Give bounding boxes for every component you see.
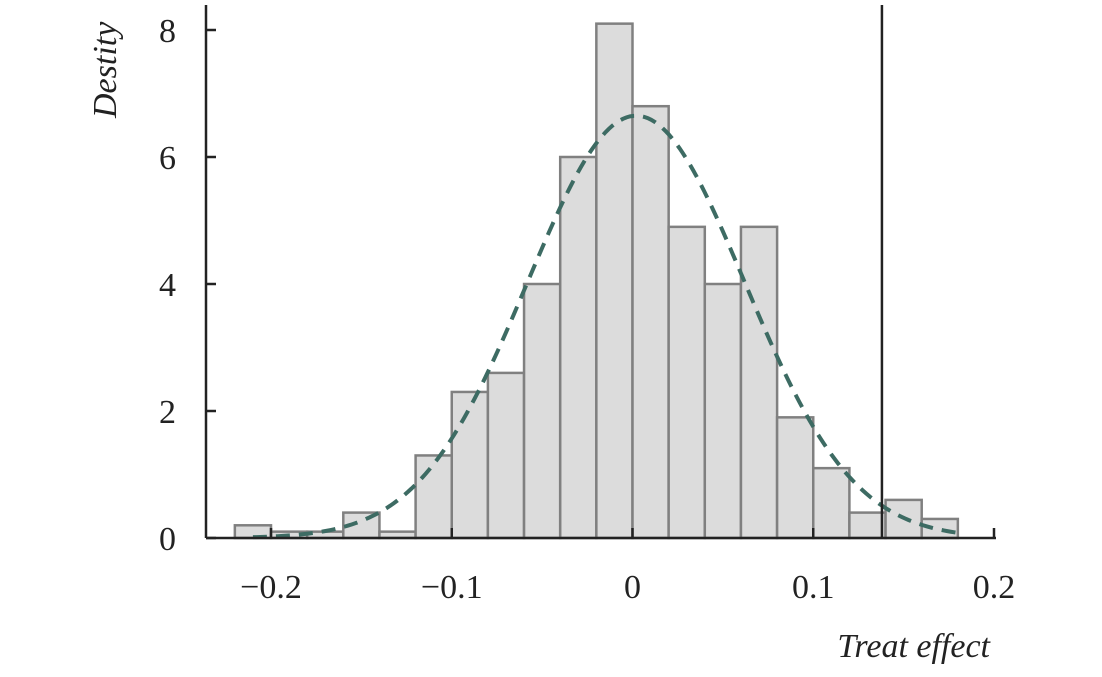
y-tick-label: 0: [159, 521, 176, 558]
y-tick-label: 6: [159, 140, 176, 177]
histogram-bar: [703, 282, 743, 540]
histogram-bar: [631, 104, 670, 540]
y-tick-label: 2: [159, 394, 176, 431]
y-axis-title: Destity: [87, 21, 124, 119]
histogram-bar: [450, 390, 490, 540]
y-tick-label: 8: [159, 13, 176, 50]
x-tick-label: −0.2: [240, 569, 302, 606]
histogram-bar: [558, 155, 598, 540]
histogram-bar: [739, 225, 779, 540]
histogram-bar: [775, 416, 815, 540]
histogram-bar: [414, 454, 454, 540]
histogram-bar: [812, 466, 851, 540]
x-tick-label: −0.1: [421, 569, 483, 606]
x-axis-ticks: −0.2 −0.1 0 0.1 0.2: [240, 528, 1015, 606]
density-curve: [252, 113, 959, 540]
histogram-bar: [522, 282, 562, 540]
histogram-bar: [848, 511, 887, 540]
y-axis-ticks: 0 2 4 6 8: [159, 13, 216, 558]
x-tick-label: 0.1: [792, 569, 835, 606]
histogram-bar: [595, 22, 634, 540]
histogram-bars: [233, 22, 960, 540]
x-tick-label: 0.2: [973, 569, 1016, 606]
x-axis-title: Treat effect: [837, 628, 991, 665]
histogram-bar: [667, 225, 707, 540]
x-tick-label: 0: [624, 569, 641, 606]
histogram-bar: [486, 371, 526, 540]
y-tick-label: 4: [159, 267, 176, 304]
